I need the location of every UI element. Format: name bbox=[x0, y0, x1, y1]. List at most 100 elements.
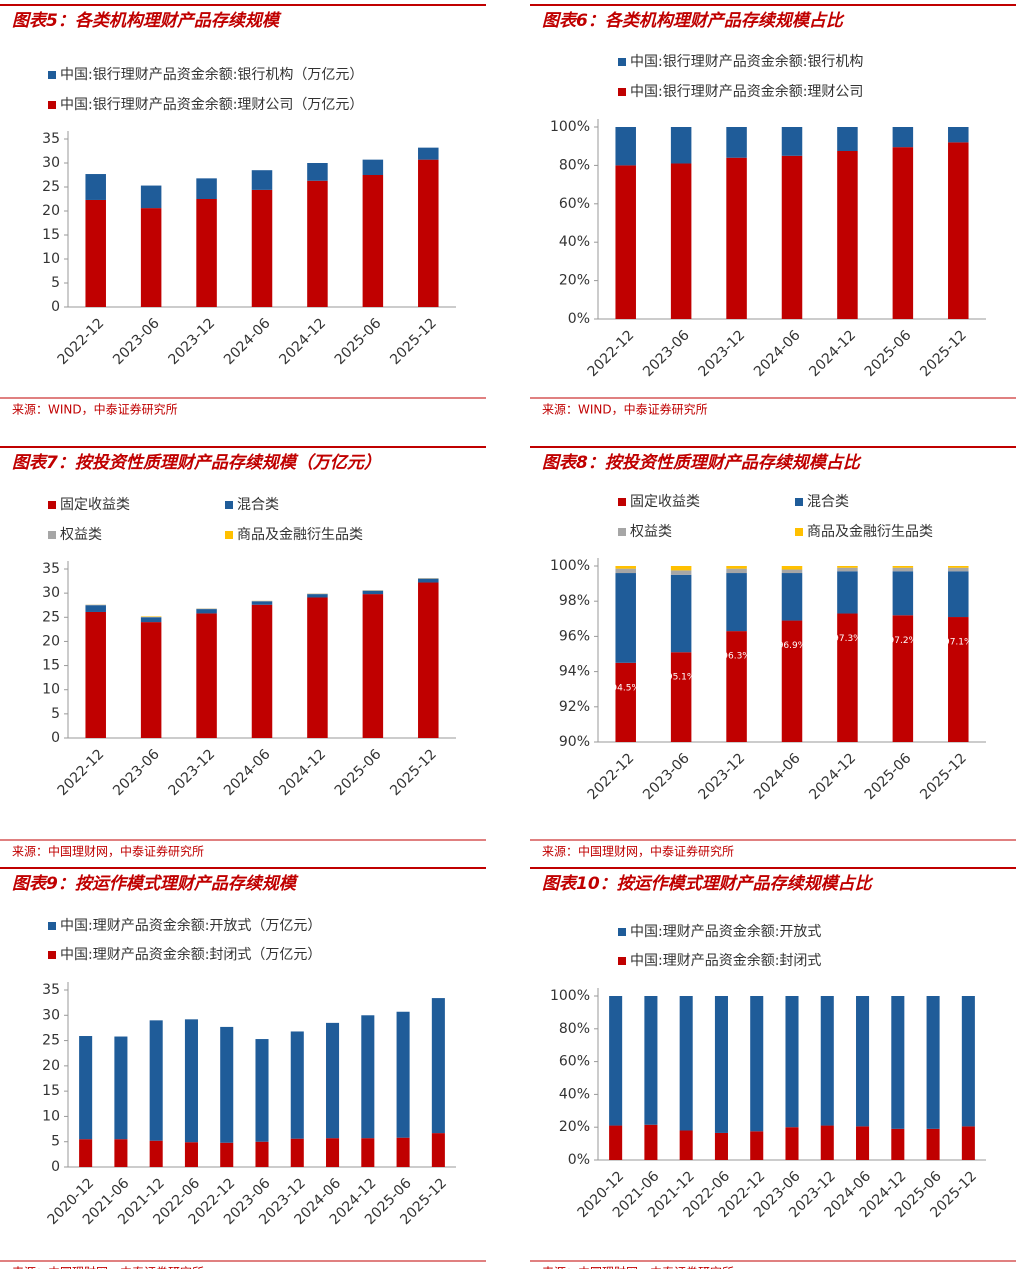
source: 来源：中国理财网，中泰证券研究所 bbox=[12, 844, 204, 859]
y-tick-label: 5 bbox=[51, 275, 60, 291]
bar-segment bbox=[781, 569, 803, 574]
y-tick-label: 35 bbox=[42, 982, 60, 998]
bar-segment bbox=[196, 609, 217, 614]
bar-segment bbox=[926, 996, 940, 1129]
bar-segment bbox=[891, 1128, 905, 1160]
y-tick-label: 98% bbox=[559, 593, 590, 609]
y-tick-label: 100% bbox=[550, 988, 590, 1004]
bar-segment bbox=[140, 617, 162, 623]
data-label: 96.9% bbox=[778, 641, 807, 651]
legend-label: 中国:理财产品资金余额:开放式（万亿元） bbox=[60, 917, 321, 934]
data-label: 97.3% bbox=[833, 634, 862, 644]
y-tick-label: 30 bbox=[42, 585, 60, 601]
legend-swatch bbox=[225, 501, 233, 509]
bar-segment bbox=[609, 1125, 623, 1160]
legend-label: 中国:银行理财产品资金余额:银行机构 bbox=[630, 53, 863, 70]
bar-segment bbox=[418, 578, 439, 583]
x-tick-label: 2025-06 bbox=[332, 746, 385, 799]
y-tick-label: 20% bbox=[559, 1119, 590, 1135]
y-tick-label: 20 bbox=[42, 203, 60, 219]
legend-swatch bbox=[225, 531, 233, 539]
bar-segment bbox=[149, 1140, 163, 1167]
x-tick-label: 2025-12 bbox=[387, 315, 440, 368]
bar-segment bbox=[837, 151, 858, 319]
bar-segment bbox=[184, 1142, 198, 1167]
chart-title: 图表5：各类机构理财产品存续规模 bbox=[12, 11, 282, 31]
y-tick-label: 0 bbox=[51, 1159, 60, 1175]
bar-segment bbox=[948, 566, 969, 568]
x-tick-label: 2025-06 bbox=[862, 750, 915, 803]
bar-segment bbox=[781, 155, 803, 319]
bar-segment bbox=[615, 662, 636, 742]
bar-segment bbox=[307, 163, 328, 181]
legend-label: 中国:银行理财产品资金余额:理财公司（万亿元） bbox=[60, 96, 363, 113]
y-tick-label: 40% bbox=[559, 234, 590, 250]
legend-label: 混合类 bbox=[807, 494, 849, 510]
x-tick-label: 2023-12 bbox=[166, 315, 219, 368]
bar-segment bbox=[726, 573, 747, 632]
bar-segment bbox=[948, 127, 969, 143]
bar-segment bbox=[362, 175, 384, 307]
bar-segment bbox=[196, 199, 217, 307]
bar-segment bbox=[196, 613, 217, 738]
y-tick-label: 94% bbox=[559, 664, 590, 680]
bar-segment bbox=[609, 996, 623, 1126]
bar-segment bbox=[184, 1019, 198, 1143]
bar-segment bbox=[670, 566, 692, 571]
bar-segment bbox=[644, 1124, 658, 1160]
x-tick-label: 2025-12 bbox=[387, 746, 440, 799]
bar-segment bbox=[251, 604, 273, 738]
y-tick-label: 35 bbox=[42, 131, 60, 147]
bar-segment bbox=[362, 159, 384, 175]
bar-segment bbox=[837, 613, 858, 742]
bar-segment bbox=[750, 1131, 764, 1160]
bar-segment bbox=[726, 157, 747, 319]
y-tick-label: 96% bbox=[559, 628, 590, 644]
y-tick-label: 35 bbox=[42, 561, 60, 577]
legend-swatch bbox=[795, 498, 803, 506]
y-tick-label: 92% bbox=[559, 699, 590, 715]
bar-segment bbox=[615, 573, 636, 663]
bar-segment bbox=[714, 996, 728, 1133]
bar-segment bbox=[114, 1036, 128, 1140]
bar-segment bbox=[837, 566, 858, 568]
y-tick-label: 15 bbox=[42, 227, 60, 243]
bar-segment bbox=[307, 180, 328, 307]
y-tick-label: 0% bbox=[568, 1152, 590, 1168]
bar-segment bbox=[781, 620, 803, 742]
x-tick-label: 2022-12 bbox=[585, 327, 638, 380]
bar-segment bbox=[361, 1138, 375, 1167]
bar-segment bbox=[255, 1039, 269, 1142]
chart-title: 图表9：按运作模式理财产品存续规模 bbox=[12, 874, 299, 894]
legend-label: 固定收益类 bbox=[630, 494, 700, 510]
bar-segment bbox=[892, 147, 914, 319]
chart-title: 图表10：按运作模式理财产品存续规模占比 bbox=[542, 874, 874, 894]
x-tick-label: 2025-12 bbox=[917, 750, 970, 803]
x-tick-label: 2023-06 bbox=[110, 315, 163, 368]
legend-label: 中国:理财产品资金余额:封闭式（万亿元） bbox=[60, 946, 321, 963]
legend-label: 商品及金融衍生品类 bbox=[237, 527, 363, 543]
bar-segment bbox=[837, 571, 858, 614]
y-tick-label: 25 bbox=[42, 179, 60, 195]
y-tick-label: 25 bbox=[42, 609, 60, 625]
bar-segment bbox=[856, 1126, 870, 1160]
bar-segment bbox=[418, 159, 439, 307]
bar-segment bbox=[615, 165, 636, 319]
bar-segment bbox=[220, 1142, 234, 1167]
bar-segment bbox=[948, 142, 969, 319]
bar-segment bbox=[670, 570, 692, 575]
legend-label: 权益类 bbox=[60, 527, 102, 543]
legend-label: 商品及金融衍生品类 bbox=[807, 524, 933, 540]
x-tick-label: 2024-12 bbox=[806, 750, 859, 803]
bar-segment bbox=[892, 567, 914, 572]
y-tick-label: 25 bbox=[42, 1033, 60, 1049]
bar-segment bbox=[820, 996, 834, 1126]
bar-segment bbox=[892, 571, 914, 616]
legend-swatch bbox=[48, 922, 56, 930]
legend-label: 中国:银行理财产品资金余额:理财公司 bbox=[630, 83, 863, 100]
y-tick-label: 20 bbox=[42, 633, 60, 649]
legend-label: 混合类 bbox=[237, 497, 279, 513]
y-tick-label: 100% bbox=[550, 119, 590, 135]
y-tick-label: 10 bbox=[42, 1108, 60, 1124]
